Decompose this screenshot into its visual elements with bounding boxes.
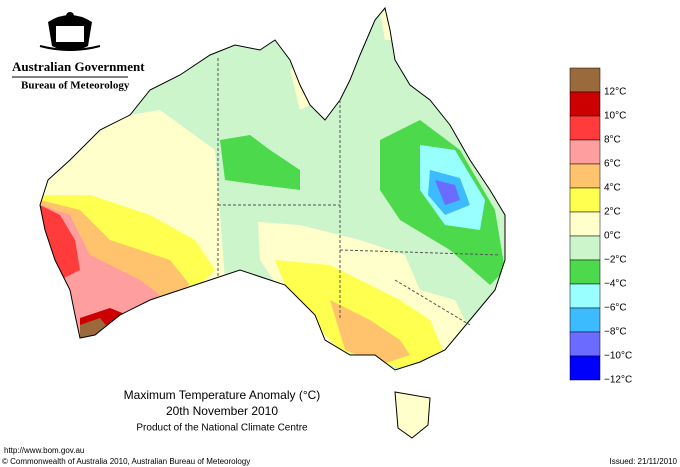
logo	[39, 12, 101, 51]
legend-swatch	[569, 163, 601, 189]
legend-swatch	[569, 115, 601, 141]
legend-label: 6°C	[604, 159, 621, 170]
caption-product: Product of the National Climate Centre	[136, 423, 308, 434]
caption-date: 20th November 2010	[166, 404, 278, 418]
legend-label: −4°C	[604, 279, 627, 290]
legend-label: −12°C	[604, 375, 632, 386]
legend-swatch	[569, 211, 601, 237]
legend-label: 2°C	[604, 207, 621, 218]
caption-title: Maximum Temperature Anomaly (°C)	[124, 388, 321, 402]
legend-swatch	[569, 259, 601, 285]
legend-swatch	[569, 283, 601, 309]
legend: 12°C 10°C 8°C 6°C 4°C 2°C 0°C −2°C −4°C −6°C −8°C −…	[569, 67, 632, 386]
state-borders	[217, 58, 501, 326]
legend-swatch	[569, 331, 601, 357]
legend-swatch	[569, 355, 601, 381]
legend-label: −6°C	[604, 303, 627, 314]
footer-url: http://www.bom.gov.au	[4, 446, 84, 455]
legend-swatch	[569, 307, 601, 333]
legend-swatch	[569, 91, 601, 117]
legend-swatch	[569, 139, 601, 165]
legend-label: −2°C	[604, 255, 627, 266]
legend-label: 4°C	[604, 183, 621, 194]
legend-label: −8°C	[604, 327, 627, 338]
legend-swatch	[569, 187, 601, 213]
legend-label: 0°C	[604, 231, 621, 242]
legend-swatch	[569, 235, 601, 261]
legend-label: 12°C	[604, 87, 626, 98]
legend-swatch	[569, 67, 601, 93]
footer-issued: Issued: 21/11/2010	[610, 457, 678, 466]
legend-label: −10°C	[604, 351, 632, 362]
footer-copyright: © Commonwealth of Australia 2010, Austra…	[2, 457, 250, 466]
legend-label: 10°C	[604, 111, 626, 122]
tasmania	[394, 391, 431, 439]
bureau: Bureau of Meteorology	[21, 80, 130, 92]
legend-label: 8°C	[604, 135, 621, 146]
government: Australian Government	[12, 59, 145, 74]
